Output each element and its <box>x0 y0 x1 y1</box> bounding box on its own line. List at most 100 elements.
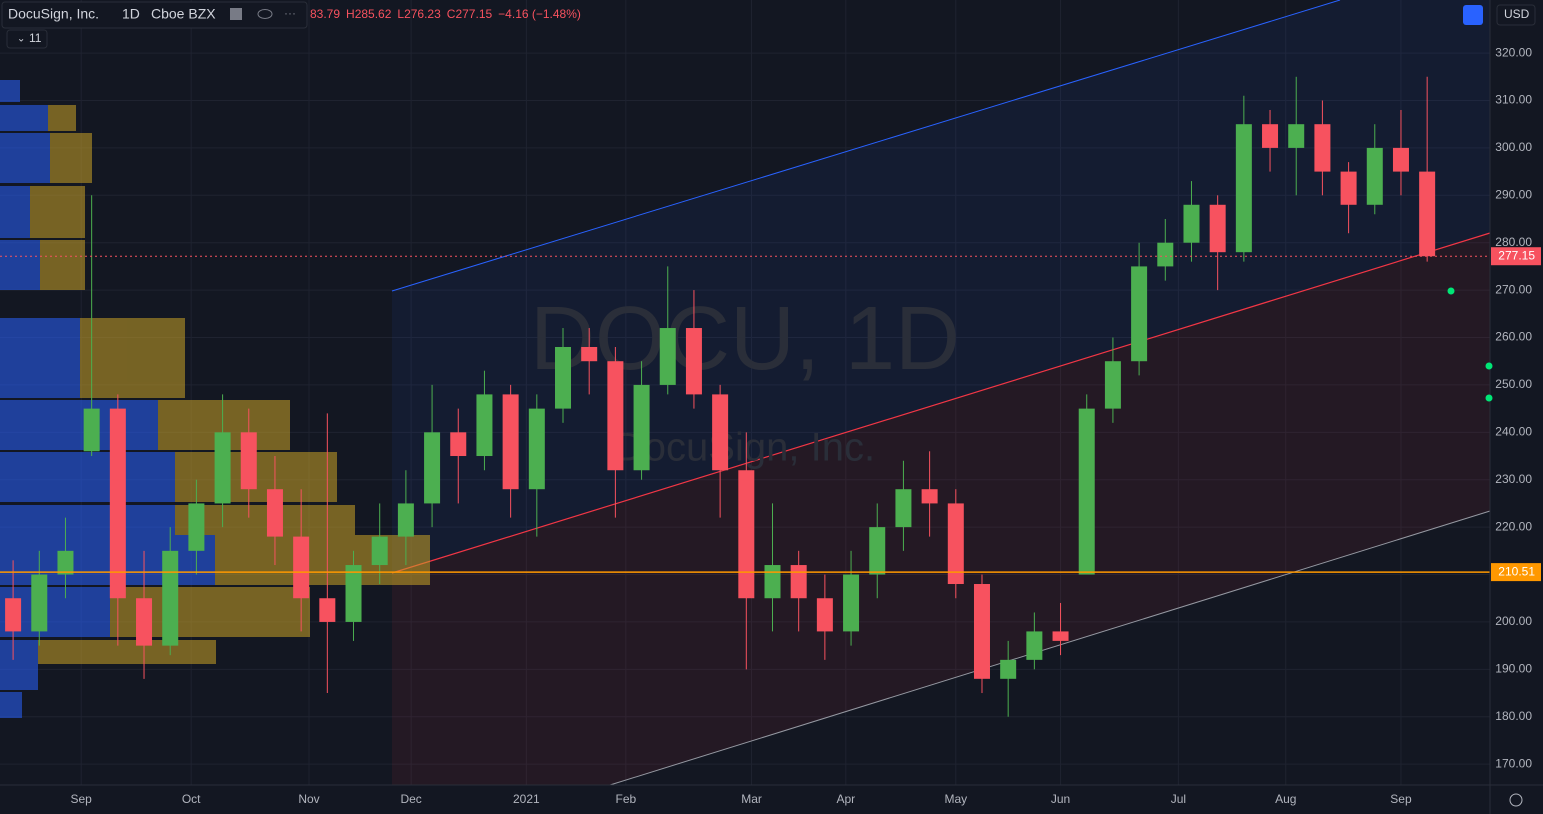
candle-body <box>895 489 912 528</box>
caret: ⌄ <box>17 34 25 45</box>
more-icon[interactable]: ··· <box>284 6 296 20</box>
x-tick-label: Oct <box>182 792 201 806</box>
ohlc-value: C277.15 <box>447 7 493 21</box>
channel-upper-fill <box>392 0 1490 573</box>
candle-body <box>266 489 283 537</box>
candle-body <box>1340 171 1357 205</box>
y-tick-label: 270.00 <box>1495 282 1532 296</box>
marker-dot <box>1447 287 1455 295</box>
candle-body <box>1026 631 1043 660</box>
ohlc-value: −4.16 (−1.48%) <box>498 7 581 21</box>
candle-body <box>738 470 755 599</box>
currency: USD <box>1504 7 1530 21</box>
x-tick-label: 2021 <box>513 792 540 806</box>
candle-body <box>1366 147 1383 205</box>
axes: 170.00180.00190.00200.00210.00220.00230.… <box>70 45 1541 806</box>
candle-body <box>1392 147 1409 172</box>
y-tick-label: 220.00 <box>1495 519 1532 533</box>
candle-body <box>371 536 388 566</box>
watermark-name: DocuSign, Inc. <box>615 426 875 470</box>
ohlc-value: 83.79 <box>310 7 340 21</box>
y-tick-label: 230.00 <box>1495 472 1532 486</box>
level-line-label: 210.51 <box>1498 564 1535 578</box>
candle-body <box>1262 124 1279 148</box>
channel-upper-line <box>391 0 1341 292</box>
candle-body <box>1157 242 1174 267</box>
interval[interactable]: 1D <box>122 6 140 22</box>
y-tick-label: 200.00 <box>1495 614 1532 628</box>
candle-body <box>136 598 153 646</box>
candle-body <box>581 346 598 362</box>
candle-body <box>633 384 650 471</box>
candle-body <box>31 574 48 632</box>
settings-icon[interactable] <box>1509 793 1523 807</box>
candle-body <box>607 361 624 471</box>
candle-body <box>476 394 493 457</box>
y-tick-label: 240.00 <box>1495 424 1532 438</box>
x-tick-label: Sep <box>1390 792 1412 806</box>
level-line-tag <box>1491 563 1541 582</box>
candle-body <box>921 489 938 504</box>
candle-body <box>214 432 231 504</box>
candle-body <box>685 328 702 395</box>
currency-button[interactable] <box>1496 4 1536 26</box>
candle-body <box>109 408 126 599</box>
x-tick-label: Aug <box>1275 792 1296 806</box>
hide-icon[interactable] <box>230 8 242 20</box>
candle-body <box>1209 204 1226 253</box>
candle-body <box>162 550 179 646</box>
channel-lower-line <box>609 510 1491 786</box>
x-tick-label: Jul <box>1171 792 1186 806</box>
candle-body <box>1104 361 1121 409</box>
candle-body <box>293 536 310 599</box>
y-tick-label: 190.00 <box>1495 662 1532 676</box>
candle-body <box>1131 266 1148 362</box>
y-tick-label: 290.00 <box>1495 187 1532 201</box>
candle-body <box>973 584 990 679</box>
candle-body <box>712 394 729 471</box>
candle-body <box>555 346 572 409</box>
channel-lower-fill <box>392 233 1490 785</box>
candle-body <box>502 394 519 490</box>
x-tick-label: Mar <box>741 792 762 806</box>
last-price-line-tag <box>1491 247 1541 266</box>
candle-body <box>659 328 676 385</box>
channel-mid-line <box>391 232 1491 574</box>
y-tick-label: 320.00 <box>1495 45 1532 59</box>
candle-body <box>1183 204 1200 243</box>
x-tick-label: Nov <box>298 792 319 806</box>
candle-body <box>319 598 336 622</box>
eye-icon[interactable] <box>257 9 273 19</box>
ohlc-values: 83.79 H285.62 L276.23 C277.15 −4.16 (−1.48%) <box>310 7 581 21</box>
y-tick-label: 310.00 <box>1495 93 1532 107</box>
candle-body <box>1288 124 1305 148</box>
candle-body <box>424 432 441 504</box>
watermark-symbol: DOCU, 1D <box>530 289 960 389</box>
candle-body <box>1078 408 1095 575</box>
candle-body <box>188 503 205 551</box>
candle-body <box>1419 171 1436 257</box>
y-tick-label: 250.00 <box>1495 377 1532 391</box>
candle-body <box>816 598 833 632</box>
marker-dot <box>1485 362 1493 370</box>
candles <box>0 76 1490 717</box>
x-tick-label: Feb <box>616 792 637 806</box>
y-tick-label: 300.00 <box>1495 140 1532 154</box>
last-price-line-label: 277.15 <box>1498 248 1535 262</box>
candle-body <box>83 408 100 452</box>
candle-body <box>57 550 74 575</box>
x-tick-label: Dec <box>400 792 421 806</box>
symbol-name[interactable]: DocuSign, Inc. <box>8 6 99 22</box>
x-tick-label: Apr <box>836 792 855 806</box>
candle-body <box>869 527 886 575</box>
indicators-toggle[interactable] <box>6 29 48 49</box>
y-tick-label: 180.00 <box>1495 709 1532 723</box>
y-tick-label: 280.00 <box>1495 235 1532 249</box>
candle-body <box>345 565 362 622</box>
compare-button[interactable] <box>1463 5 1483 25</box>
candle-body <box>1000 659 1017 679</box>
candle-body <box>5 598 22 632</box>
x-tick-label: May <box>944 792 967 806</box>
indicators-count: 11 <box>29 31 42 45</box>
